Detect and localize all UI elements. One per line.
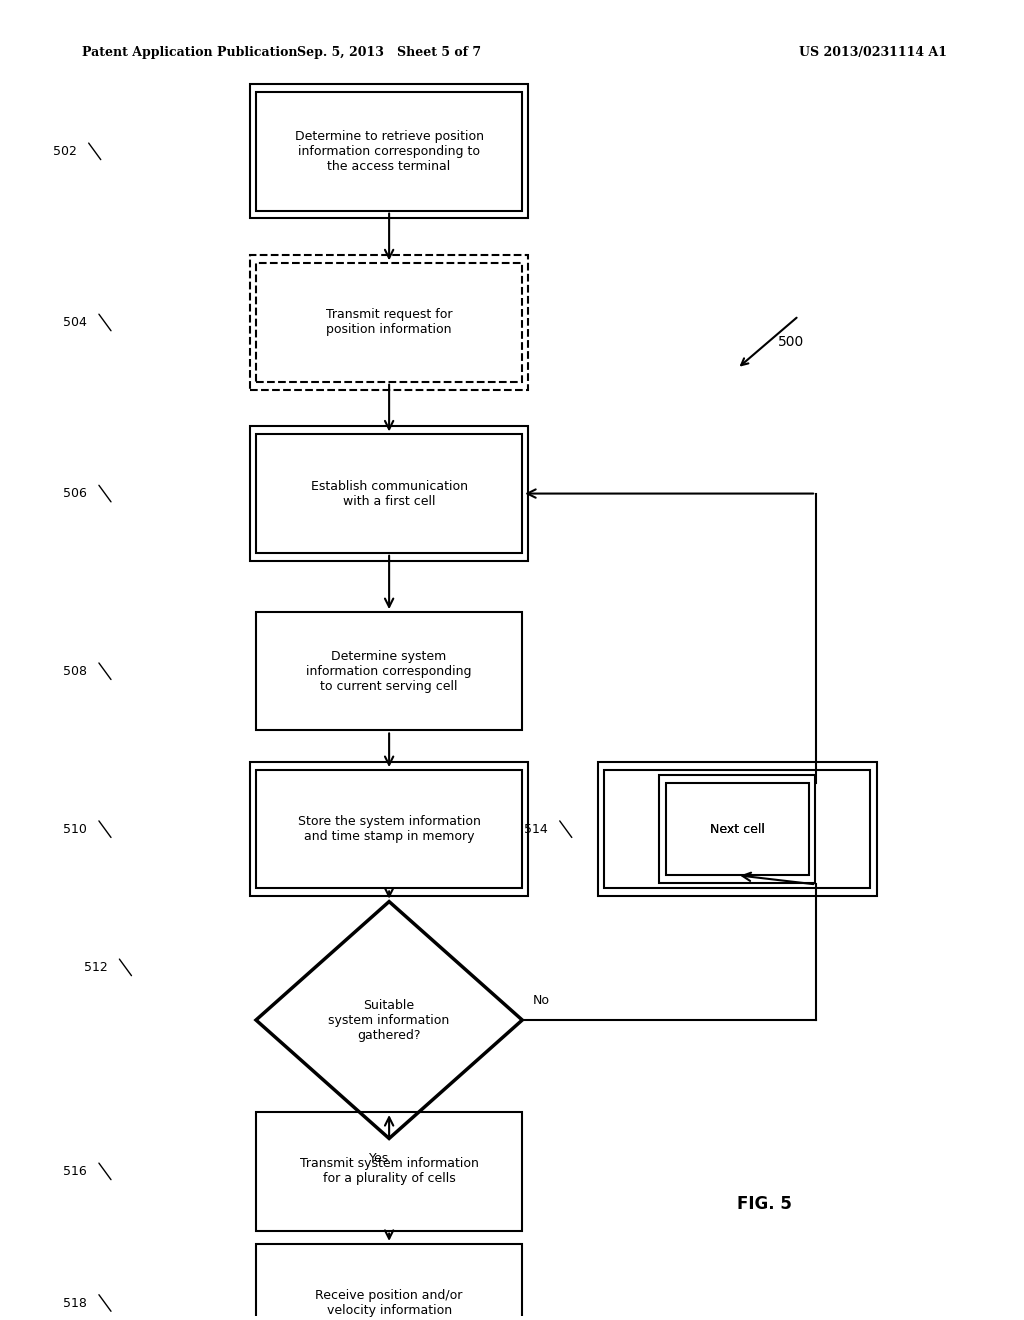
Text: 500: 500	[778, 335, 805, 350]
Text: Transmit request for
position information: Transmit request for position informatio…	[326, 309, 453, 337]
Text: 510: 510	[63, 822, 87, 836]
Text: Receive position and/or
velocity information: Receive position and/or velocity informa…	[315, 1290, 463, 1317]
Bar	[256, 1113, 522, 1230]
Bar	[250, 84, 528, 219]
Bar	[256, 92, 522, 211]
Text: 512: 512	[84, 961, 108, 974]
Bar	[666, 783, 809, 875]
Text: No: No	[532, 994, 550, 1007]
Text: Next cell: Next cell	[710, 822, 765, 836]
Text: Establish communication
with a first cell: Establish communication with a first cel…	[310, 479, 468, 508]
Text: Suitable
system information
gathered?: Suitable system information gathered?	[329, 998, 450, 1041]
Text: 504: 504	[63, 315, 87, 329]
Bar	[256, 263, 522, 381]
Text: 502: 502	[53, 145, 77, 158]
Text: 516: 516	[63, 1164, 87, 1177]
Text: Store the system information
and time stamp in memory: Store the system information and time st…	[298, 816, 480, 843]
Bar	[256, 434, 522, 553]
Text: Transmit system information
for a plurality of cells: Transmit system information for a plural…	[300, 1158, 478, 1185]
Bar	[250, 426, 528, 561]
Bar	[659, 775, 815, 883]
Text: 514: 514	[524, 822, 548, 836]
Bar	[256, 612, 522, 730]
Bar	[250, 255, 528, 389]
Text: Determine to retrieve position
information corresponding to
the access terminal: Determine to retrieve position informati…	[295, 129, 483, 173]
Bar	[604, 770, 870, 888]
Bar	[250, 762, 528, 896]
Bar	[598, 762, 877, 896]
Text: Determine system
information corresponding
to current serving cell: Determine system information correspondi…	[306, 649, 472, 693]
Text: 506: 506	[63, 487, 87, 500]
Text: 508: 508	[63, 665, 87, 677]
Bar	[256, 1243, 522, 1320]
Text: Sep. 5, 2013   Sheet 5 of 7: Sep. 5, 2013 Sheet 5 of 7	[297, 46, 481, 59]
Text: US 2013/0231114 A1: US 2013/0231114 A1	[799, 46, 947, 59]
Text: Patent Application Publication: Patent Application Publication	[82, 46, 297, 59]
Text: Yes: Yes	[369, 1151, 389, 1164]
Text: FIG. 5: FIG. 5	[737, 1196, 793, 1213]
Bar	[256, 770, 522, 888]
Text: 518: 518	[63, 1296, 87, 1309]
Text: Next cell: Next cell	[710, 822, 765, 836]
